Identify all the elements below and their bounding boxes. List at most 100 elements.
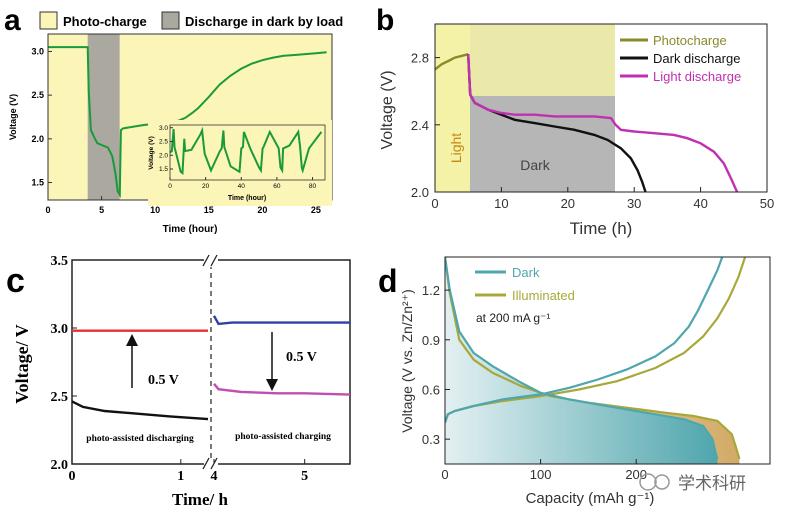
panel-b-series-light-discharge [467,54,739,193]
panel-c-arrow-down-head [266,379,278,391]
panel-c-series-2 [212,315,350,326]
panel-b-light-region [435,24,470,192]
panel-d-legend: Dark Illuminated [475,265,575,303]
panel-d-y-tick-label: 0.6 [422,382,440,397]
panel-b-x-tick-label: 20 [561,196,575,211]
panel-d-dark-fill [445,257,718,464]
panel-d-x-tick-label: 0 [441,467,448,482]
panel-c-x-label: Time/ h [172,490,228,509]
panel-c-x-tick-label: 0 [69,469,76,484]
watermark-logo-icon-2 [654,474,670,490]
panel-c-ticks: 0 1 4 5 2.0 2.5 3.0 3.5 [51,254,309,484]
panel-b: Light Dark 0 10 20 30 40 50 2.0 2.4 2.8 Photocha… [379,23,774,238]
panel-b-plot-frame [434,23,768,193]
legend-label-dark: Dark [512,265,540,280]
panel-c-y-label: Voltage/ V [12,324,32,404]
panel-c-series-3 [213,383,351,396]
panel-a-legend: Photo-charge Discharge in dark by load [39,11,343,30]
panel-b-dark-label: Dark [520,157,551,173]
panel-a-inset-y-tick-label: 1.5 [159,166,168,173]
panel-c-y-tick-label: 3.0 [51,322,69,337]
panel-d-y-label: Voltage (V vs. Zn/Zn²⁺) [399,289,415,433]
panel-c: 0 1 4 5 2.0 2.5 3.0 3.5 0.5 V 0.5 V photo-assis… [12,254,351,509]
legend-swatch-photo-charge [39,11,58,30]
panel-a-x-tick-label: 0 [45,205,50,215]
panel-a-y-tick-label: 2.5 [31,90,44,100]
panel-a-y-tick-label: 3.0 [31,46,44,56]
panel-a-inset-y-tick-label: 2.5 [159,139,168,146]
panel-b-y-tick-label: 2.8 [411,51,429,66]
panel-c-delta-left: 0.5 V [148,373,179,388]
panel-a-inset-frame [169,124,326,181]
panel-a-inset-x-tick-label: 20 [202,183,210,190]
panel-d-y-tick-label: 1.2 [422,283,440,298]
panel-c-series [71,315,351,421]
panel-a-x-tick-label: 15 [204,205,214,215]
panel-a-inset-x-label: Time (hour) [228,195,266,202]
panel-b-ticks: 0 10 20 30 40 50 2.0 2.4 2.8 [411,51,774,211]
panel-c-label-discharging: photo-assisted discharging [86,434,194,444]
panel-a-inset-x-tick-label: 40 [238,183,246,190]
panel-d-plot-frame [444,256,771,465]
panel-d-rate-note: at 200 mA g⁻¹ [476,311,550,325]
panel-c-label-charging: photo-assisted charging [235,432,331,442]
panel-a-x-tick-label: 10 [150,205,160,215]
panel-a-y-tick-label: 1.5 [31,178,44,188]
panel-letter-b: b [376,4,394,37]
panel-a-x-tick-label: 25 [311,205,321,215]
panel-c-y-tick-label: 2.5 [51,390,69,405]
panel-c-y-tick-label: 3.5 [51,254,69,269]
panel-d-x-label: Capacity (mAh g⁻¹) [526,490,655,507]
panel-d-x-tick-label: 100 [530,467,552,482]
panel-a-x-label: Time (hour) [163,224,218,235]
panel-letter-d: d [378,263,398,299]
legend-label-photo-charge: Photo-charge [63,14,147,29]
panel-a-y-tick-label: 2.0 [31,134,44,144]
panel-a-inset-curve [169,126,323,175]
panel-b-x-tick-label: 10 [494,196,508,211]
watermark-text: 学术科研 [678,474,746,493]
panel-c-x-tick-label: 5 [301,469,308,484]
panel-b-y-tick-label: 2.0 [411,185,429,200]
legend-label-illuminated: Illuminated [512,288,575,303]
legend-swatch-discharge-dark [161,11,180,30]
panel-a-inset-y-tick-label: 3.0 [159,125,168,132]
panel-a-inset-x-tick-label: 0 [168,183,172,190]
legend-label-photocharge: Photocharge [653,33,727,48]
panel-b-x-tick-label: 40 [693,196,707,211]
panel-b-x-tick-label: 30 [627,196,641,211]
panel-b-x-tick-label: 50 [760,196,774,211]
panel-c-x-tick-label: 1 [177,469,184,484]
panel-a-ticks: 0 5 10 15 20 25 1.5 2.0 2.5 3.0 [31,46,320,215]
panel-d-y-tick-label: 0.3 [422,432,440,447]
panel-a-inset-y-tick-label: 2.0 [159,152,168,159]
panel-c-y-tick-label: 2.0 [51,458,69,473]
panel-c-x-tick-label: 4 [211,469,218,484]
legend-label-discharge-dark: Discharge in dark by load [185,14,343,29]
panel-a-region-0 [48,34,88,200]
legend-label-dark-discharge: Dark discharge [653,51,740,66]
panel-b-x-label: Time (h) [570,219,633,238]
panel-b-legend-region [470,24,615,96]
panel-a-inset-x-tick-label: 60 [273,183,281,190]
panel-a-x-tick-label: 20 [257,205,267,215]
panel-a: Photo-charge Discharge in dark by load 0… [8,11,343,235]
panel-d-dark-charge [445,257,724,423]
panel-c-arrow-up-head [126,334,138,346]
panel-b-series [434,53,739,193]
panel-letter-c: c [6,262,25,300]
panel-d-y-tick-label: 0.9 [422,333,440,348]
panel-a-inset: 0 20 40 60 80 1.5 2.0 2.5 3.0 Time (hour) Voltag… [148,120,332,206]
panel-a-x-tick-label: 5 [99,205,104,215]
panel-b-x-tick-label: 0 [431,196,438,211]
panel-c-series-1 [71,400,209,421]
watermark: 学术科研 [639,473,746,493]
watermark-logo-icon [639,473,657,491]
panel-d-dark-discharge [445,257,719,460]
panel-b-series-photocharge [434,53,469,71]
panel-b-y-tick-label: 2.4 [411,118,429,133]
panel-letter-a: a [4,4,21,37]
panel-b-light-label: Light [448,133,464,163]
